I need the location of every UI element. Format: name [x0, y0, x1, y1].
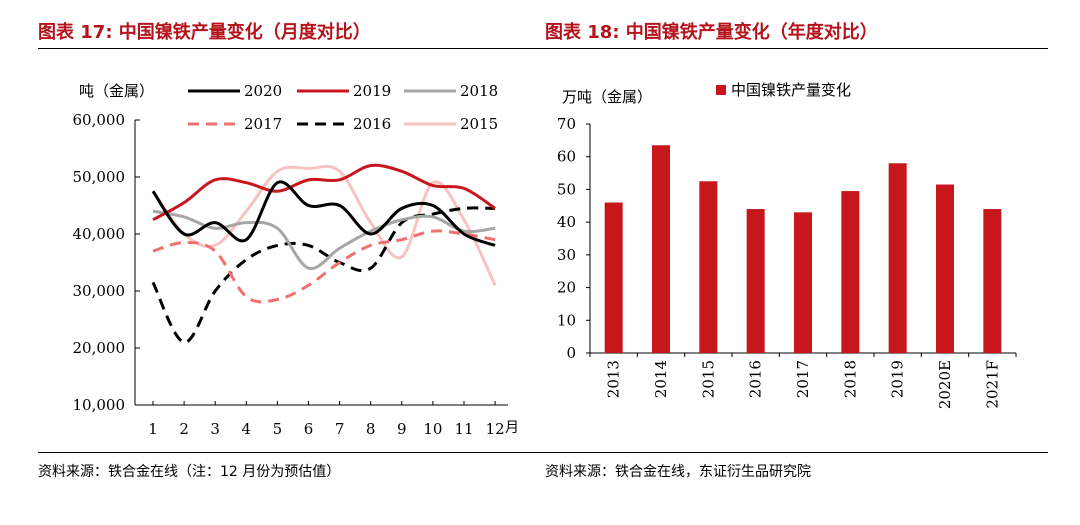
- bar-2014: [652, 145, 670, 353]
- left-x-tick-label: 1: [148, 420, 158, 438]
- legend-label-2020: 2020: [244, 82, 282, 100]
- bar-2016: [746, 209, 765, 353]
- left-figure-title: 图表 17: 中国镍铁产量变化（月度对比）: [38, 22, 371, 43]
- left-x-tick-label: 11: [454, 420, 473, 438]
- bottom-rule: [38, 452, 1048, 453]
- left-y-axis-label: 吨（金属）: [79, 82, 154, 100]
- legend-label-2018: 2018: [460, 82, 498, 100]
- left-x-tick-label: 9: [397, 420, 407, 438]
- bar-2015: [699, 181, 718, 353]
- left-x-tick-label: 12: [486, 420, 505, 438]
- left-y-tick-label: 10,000: [73, 396, 126, 414]
- left-x-tick-label: 2: [179, 420, 189, 438]
- right-x-tick-label: 2018: [841, 360, 859, 398]
- left-source-note: 资料来源：铁合金在线（注：12 月份为预估值）: [38, 464, 341, 480]
- right-x-tick-label: 2021F: [983, 360, 1001, 409]
- left-x-tick-label: 7: [335, 420, 345, 438]
- legend-label-2015: 2015: [460, 115, 498, 133]
- left-x-tick-label: 6: [304, 420, 314, 438]
- legend-label-2017: 2017: [244, 115, 282, 133]
- series-line-2020: [151, 180, 496, 247]
- left-x-tick-label: 8: [366, 420, 376, 438]
- left-x-tick-label: 3: [210, 420, 220, 438]
- right-y-tick-label: 20: [557, 279, 576, 297]
- bar-2021F: [983, 209, 1002, 353]
- legend-label-2016: 2016: [353, 115, 391, 133]
- left-x-tick-label: 10: [423, 420, 442, 438]
- bar-2020E: [936, 184, 954, 353]
- left-y-tick-label: 50,000: [73, 168, 126, 186]
- left-x-unit: 月: [505, 420, 519, 436]
- right-y-tick-label: 60: [557, 148, 576, 166]
- legend-label-bar: 中国镍铁产量变化: [731, 81, 851, 99]
- left-y-tick-label: 20,000: [73, 339, 126, 357]
- bar-2013: [604, 202, 623, 353]
- series-line-2019: [152, 163, 496, 222]
- right-y-tick-label: 40: [557, 213, 576, 231]
- bar-2018: [841, 191, 860, 353]
- legend-label-2019: 2019: [353, 82, 391, 100]
- right-y-axis-label: 万吨（金属）: [562, 88, 652, 106]
- right-y-tick-label: 10: [557, 311, 576, 329]
- right-x-tick-label: 2020E: [936, 360, 954, 409]
- top-rule: [38, 48, 1048, 49]
- bar-2017: [794, 212, 812, 353]
- right-x-tick-label: 2017: [794, 360, 812, 398]
- right-figure-title: 图表 18: 中国镍铁产量变化（年度对比）: [545, 22, 878, 43]
- right-x-tick-label: 2013: [605, 360, 623, 398]
- left-x-tick-label: 5: [273, 420, 283, 438]
- right-x-tick-label: 2014: [652, 360, 670, 398]
- right-y-tick-label: 30: [557, 246, 576, 264]
- legend-swatch-bar: [716, 85, 726, 95]
- left-x-tick-label: 4: [242, 420, 252, 438]
- right-x-tick-label: 2019: [889, 360, 907, 398]
- series-line-2018: [152, 209, 496, 271]
- left-y-tick-label: 30,000: [73, 282, 126, 300]
- bar-2019: [888, 163, 907, 353]
- right-y-tick-label: 50: [557, 180, 576, 198]
- right-x-tick-label: 2015: [699, 360, 717, 398]
- left-y-tick-label: 40,000: [73, 225, 126, 243]
- series-line-2016: [151, 206, 496, 344]
- right-source-note: 资料来源：铁合金在线，东证衍生品研究院: [545, 464, 811, 480]
- series-line-2017: [152, 229, 496, 304]
- right-y-tick-label: 70: [557, 115, 576, 133]
- left-y-tick-label: 60,000: [73, 111, 126, 129]
- right-x-tick-label: 2016: [747, 360, 765, 398]
- series-line-2015: [151, 164, 497, 286]
- right-y-tick-label: 0: [566, 344, 576, 362]
